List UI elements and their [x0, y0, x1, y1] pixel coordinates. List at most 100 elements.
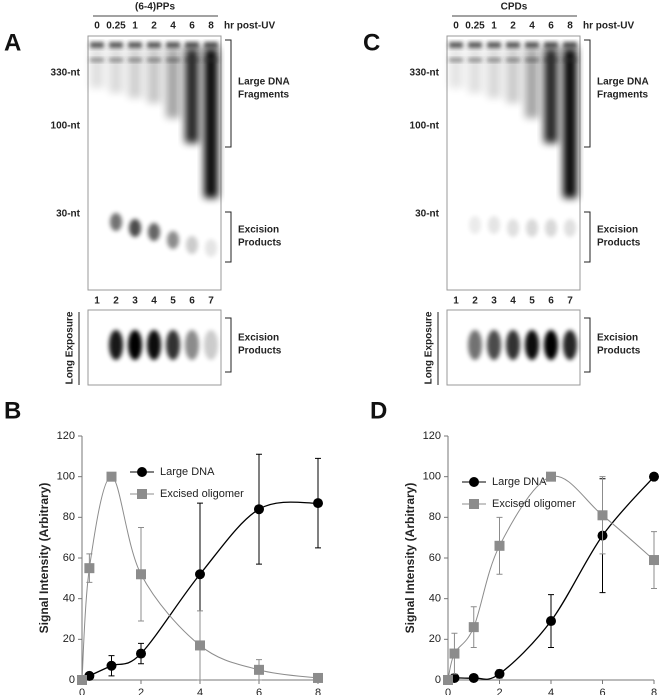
time-label: 2 — [510, 21, 516, 32]
gel-band — [449, 58, 463, 62]
bracket-label: Excision — [597, 333, 638, 344]
gel-band — [204, 58, 218, 62]
bracket-label: Excision — [238, 333, 279, 344]
gel-band — [90, 58, 104, 62]
excision-band — [507, 219, 519, 237]
size-marker: 30-nt — [415, 209, 440, 220]
time-label: 0.25 — [465, 21, 485, 32]
size-marker: 330-nt — [51, 68, 81, 79]
gel-band — [166, 58, 180, 62]
gel-well — [147, 42, 161, 48]
time-label: 8 — [208, 21, 214, 32]
gel-smear — [166, 48, 180, 118]
y-axis-label: Signal Intensity (Arbitrary) — [37, 483, 51, 634]
gel-band — [109, 58, 123, 62]
lane-number: 5 — [529, 296, 535, 307]
panel-label: B — [4, 397, 21, 424]
x-tick-label: 0 — [445, 687, 451, 695]
point — [649, 555, 659, 566]
point — [468, 672, 479, 683]
gel-well — [468, 42, 482, 48]
lane-number: 6 — [548, 296, 554, 307]
x-tick-label: 6 — [256, 687, 262, 695]
point — [136, 569, 146, 580]
point — [195, 569, 205, 580]
excision-band — [109, 330, 123, 360]
bracket-label: Excision — [597, 225, 638, 236]
bracket — [584, 211, 591, 263]
gel-smear — [128, 48, 142, 98]
gel-well — [487, 42, 501, 48]
gel-band — [563, 58, 577, 62]
excision-band — [110, 213, 122, 231]
time-label: 6 — [548, 21, 554, 32]
excision-band — [148, 223, 160, 241]
y-tick-label: 60 — [429, 552, 441, 564]
gel-well — [525, 42, 539, 48]
gel-smear — [506, 48, 520, 103]
x-tick-label: 6 — [599, 687, 605, 695]
gel-smear — [563, 48, 577, 198]
bracket-label: Excision — [238, 225, 279, 236]
gel-smear — [109, 48, 123, 93]
y-tick-label: 40 — [63, 593, 75, 605]
gel-well — [109, 42, 123, 48]
point — [546, 471, 556, 482]
lane-number: 7 — [208, 296, 214, 307]
gel-smear — [468, 48, 482, 93]
excision-band — [525, 330, 539, 360]
lane-number: 3 — [491, 296, 497, 307]
time-label: 2 — [151, 21, 157, 32]
gel-well — [506, 42, 520, 48]
y-tick-label: 100 — [57, 471, 75, 483]
gel-panel: C CPDs 0 0.25 1 2 4 6 8 hr post-UV 330-nt 100-nt 30-… — [363, 2, 649, 386]
gel-well — [128, 42, 142, 48]
time-unit: hr post-UV — [583, 21, 634, 32]
point — [649, 471, 659, 482]
legend-marker — [137, 489, 147, 499]
legend-marker — [469, 477, 479, 487]
bracket-label: Products — [597, 346, 641, 357]
time-label: 1 — [491, 21, 497, 32]
legend-marker — [469, 499, 479, 509]
long-exposure-label: Long Exposure — [65, 311, 76, 384]
excision-band — [186, 236, 198, 254]
excision-band — [166, 330, 180, 360]
legend-label: Excised oligomer — [492, 498, 576, 510]
lane-number: 7 — [567, 296, 573, 307]
lane-number: 6 — [189, 296, 195, 307]
gel-band — [506, 58, 520, 62]
y-tick-label: 20 — [429, 633, 441, 645]
excision-band — [545, 219, 557, 237]
excision-band — [468, 330, 482, 360]
gel-well — [166, 42, 180, 48]
size-marker: 100-nt — [410, 121, 440, 132]
point — [254, 504, 264, 515]
point — [546, 616, 556, 627]
size-marker: 30-nt — [56, 209, 81, 220]
gel-well — [185, 42, 199, 48]
excision-band — [563, 330, 577, 360]
y-tick-label: 0 — [435, 674, 441, 686]
gel-band — [487, 58, 501, 62]
x-tick-label: 4 — [197, 687, 203, 695]
time-label: 4 — [529, 21, 535, 32]
point — [77, 675, 87, 685]
gel-band — [525, 58, 539, 62]
time-label: 1 — [132, 21, 138, 32]
excision-band — [564, 219, 576, 237]
gel-band — [185, 58, 199, 62]
y-tick-label: 120 — [57, 430, 75, 442]
time-label: 8 — [567, 21, 573, 32]
y-tick-label: 60 — [63, 552, 75, 564]
point — [597, 510, 608, 521]
bracket — [584, 39, 591, 148]
x-tick-label: 2 — [496, 687, 502, 695]
gel-smear — [90, 48, 104, 88]
bracket — [225, 211, 232, 263]
time-unit: hr post-UV — [224, 21, 275, 32]
x-tick-label: 4 — [548, 687, 554, 695]
gel-band — [468, 58, 482, 62]
long-exposure-label: Long Exposure — [424, 311, 435, 384]
bracket-label: Fragments — [238, 90, 290, 101]
